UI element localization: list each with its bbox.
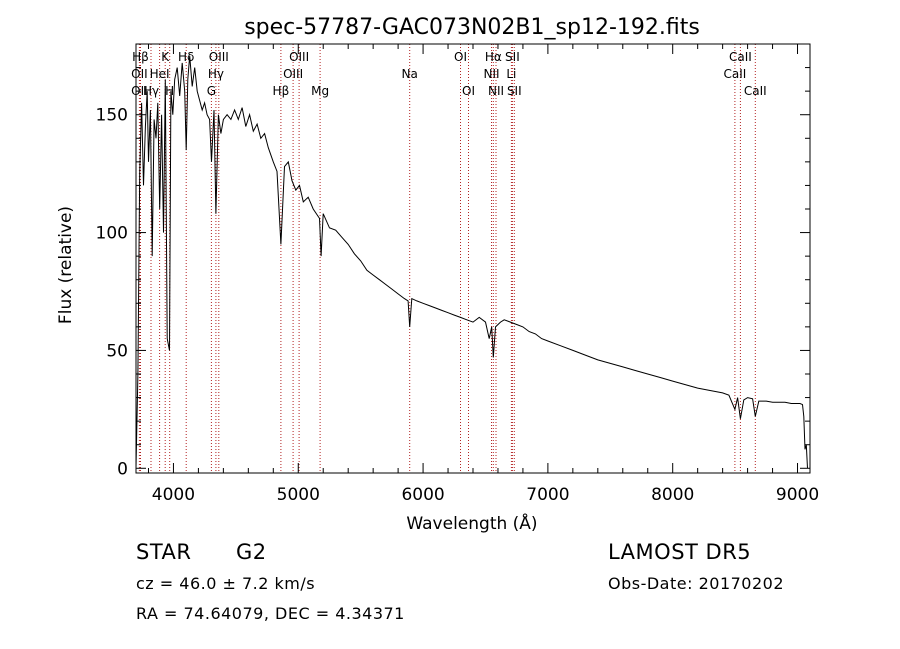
line-label-23: SII [507,84,522,98]
spectrum-series-line [135,55,808,469]
chart-title: spec-57787-GAC073N02B1_sp12-192.fits [244,15,700,40]
line-label-1: OII [131,67,148,81]
line-label-21: Li [506,67,516,81]
line-label-14: Mg [311,84,329,98]
y-tick-label-3: 150 [96,106,128,126]
x-tick-label-3: 7000 [526,485,569,505]
line-label-20: NII [483,67,499,81]
redshift-velocity: cz = 46.0 ± 7.2 km/s [136,574,316,593]
x-tick-label-2: 6000 [401,485,444,505]
observation-date: Obs-Date: 20170202 [608,574,785,593]
line-label-10: G [207,84,216,98]
line-label-15: Na [402,67,418,81]
line-label-11: OIII [289,50,309,64]
y-tick-label-1: 50 [106,341,128,361]
line-label-26: CaII [744,84,767,98]
line-label-3: K [161,50,170,64]
object-class: STAR [136,540,192,564]
line-label-0: Hβ [132,50,149,64]
line-label-16: OI [454,50,467,64]
line-label-9: Hγ [208,67,224,81]
line-label-17: OI [462,84,475,98]
x-tick-label-0: 4000 [152,485,195,505]
x-axis-label: Wavelength (Å) [406,512,537,534]
y-axis-label: Flux (relative) [56,206,76,324]
x-tick-label-5: 9000 [776,485,819,505]
line-label-8: OIII [209,50,229,64]
line-label-7: Hδ [178,50,194,64]
line-label-12: OIII [283,67,303,81]
line-label-6: H [165,84,174,98]
x-tick-label-4: 8000 [651,485,694,505]
survey-name: LAMOST DR5 [608,540,752,564]
line-label-19: SII [505,50,520,64]
line-label-25: CaII [723,67,746,81]
line-label-4: HeI [150,67,170,81]
line-label-5: Hγ [143,84,159,98]
y-tick-label-0: 0 [117,459,128,479]
x-tick-label-1: 5000 [277,485,320,505]
y-tick-label-2: 100 [96,224,128,244]
sky-coordinates: RA = 74.64079, DEC = 4.34371 [136,604,405,623]
line-label-18: Hα [485,50,502,64]
spectral-line-markers [138,44,756,473]
y-axis-ticks: 0 50 100 150 [96,67,810,479]
plot-frame [135,43,811,474]
line-label-13: Hβ [273,84,290,98]
object-subclass: G2 [236,540,267,564]
x-axis-ticks: 4000 5000 6000 7000 8000 9000 [147,44,819,505]
line-label-22: NII [488,84,504,98]
line-label-24: CaII [729,50,752,64]
